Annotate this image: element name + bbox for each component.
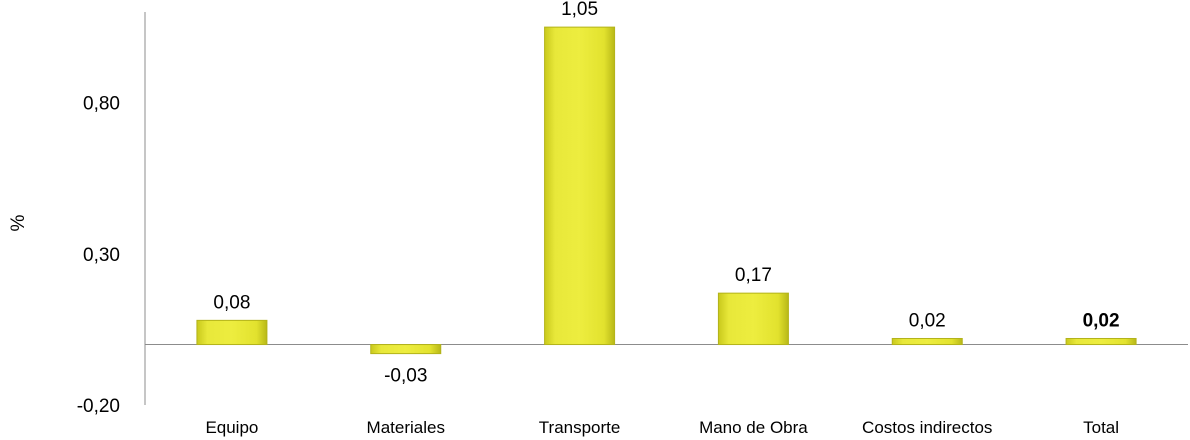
- x-category-label: Materiales: [367, 418, 445, 437]
- y-axis-title: %: [8, 214, 29, 231]
- axes: [144, 12, 1188, 405]
- bar: [717, 292, 789, 346]
- bar-value-label: -0,03: [384, 366, 427, 387]
- bar: [370, 344, 442, 355]
- bar-value-label: 0,17: [735, 265, 772, 286]
- y-tick-label: 0,30: [83, 245, 120, 266]
- data-labels: 0,08 -0,03 1,05 0,17 0,02 0,02: [213, 0, 1119, 387]
- x-category-label: Equipo: [205, 418, 258, 437]
- bar: [196, 319, 268, 346]
- bar: [1065, 337, 1137, 346]
- bar-value-label: 0,02: [1083, 310, 1120, 331]
- x-category-label: Mano de Obra: [699, 418, 808, 437]
- y-tick-labels: 0,80 0,30 -0,20: [77, 94, 120, 417]
- x-category-label: Transporte: [539, 418, 621, 437]
- y-tick-label: -0,20: [77, 396, 120, 417]
- bar-value-label: 0,02: [909, 310, 946, 331]
- bar: [891, 337, 963, 346]
- bar-value-label: 1,05: [561, 0, 598, 20]
- bar-value-label: 0,08: [213, 292, 250, 313]
- category-labels: Equipo Materiales Transporte Mano de Obra Co…: [205, 418, 1119, 437]
- x-category-label: Total: [1083, 418, 1119, 437]
- bar: [544, 26, 616, 346]
- bars: [196, 26, 1137, 355]
- y-tick-label: 0,80: [83, 94, 120, 115]
- x-category-label: Costos indirectos: [862, 418, 992, 437]
